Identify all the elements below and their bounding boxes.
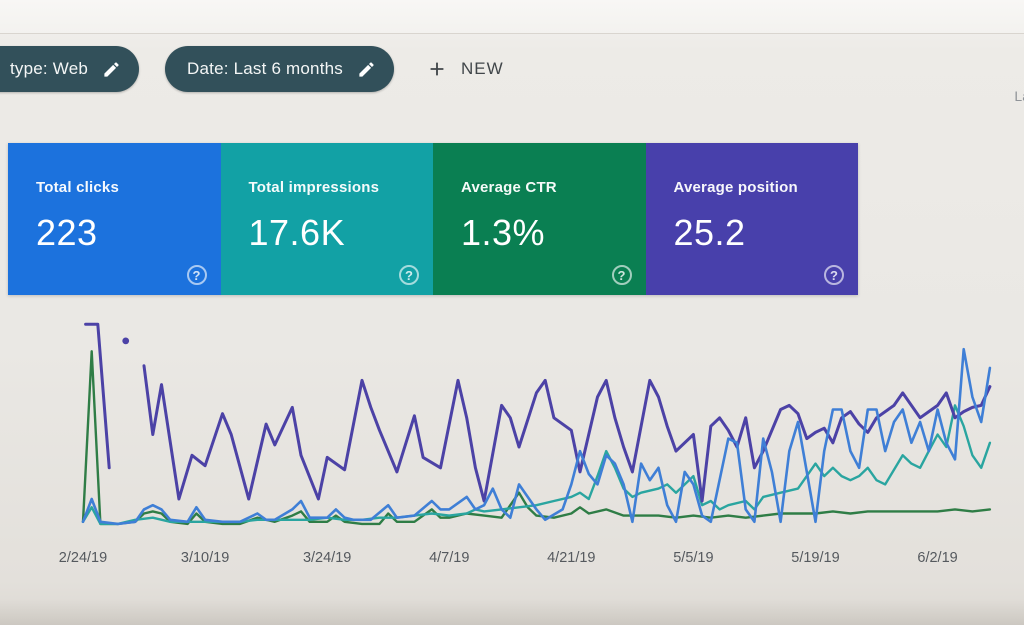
metric-label: Average CTR <box>461 179 557 196</box>
metric-value: 223 <box>36 212 98 253</box>
metric-card-total-impressions[interactable]: Total impressions 17.6K ? <box>220 143 433 295</box>
help-icon[interactable]: ? <box>399 265 419 285</box>
x-axis-tick-label: 4/7/19 <box>429 550 470 566</box>
edit-pencil-icon[interactable] <box>357 60 376 79</box>
x-axis-tick-label: 5/5/19 <box>673 550 714 566</box>
chart-plot-area[interactable] <box>55 306 1015 546</box>
new-filter-button[interactable]: NEW <box>426 58 504 80</box>
metric-value: 1.3% <box>461 212 546 253</box>
x-axis-tick-label: 4/21/19 <box>547 550 596 566</box>
metric-label: Average position <box>673 179 798 196</box>
filter-chip-search-type[interactable]: type: Web <box>0 46 140 92</box>
filter-chip-label: type: Web <box>10 59 89 78</box>
metric-card-average-ctr[interactable]: Average CTR 1.3% ? <box>433 143 646 295</box>
line-series-total-clicks[interactable] <box>81 347 992 526</box>
metric-summary-cards: Total clicks 223 ? Total impressions 17.… <box>8 143 858 295</box>
screen-top-strip <box>0 0 1024 34</box>
line-series-average-position[interactable] <box>142 364 992 503</box>
metric-value: 17.6K <box>248 212 346 253</box>
chart-x-axis: 2/24/19 3/10/19 3/24/19 4/7/19 4/21/19 5/5/19… <box>55 550 1015 572</box>
filter-chip-date-range[interactable]: Date: Last 6 months <box>165 46 394 92</box>
x-axis-tick-label: 3/24/19 <box>302 550 352 566</box>
x-axis-tick-label: 6/2/19 <box>917 550 958 566</box>
help-icon[interactable]: ? <box>186 265 207 285</box>
filter-bar: type: Web Date: Last 6 months NEW <box>0 46 1024 92</box>
x-axis-tick-label: 2/24/19 <box>58 550 108 566</box>
metric-label: Total clicks <box>36 179 119 196</box>
line-series-average-ctr[interactable] <box>81 350 992 526</box>
filter-chip-label: Date: Last 6 months <box>187 59 343 78</box>
data-point-average-position[interactable] <box>122 337 130 345</box>
metric-card-average-position[interactable]: Average position 25.2 ? <box>645 143 858 295</box>
help-icon[interactable]: ? <box>611 265 632 285</box>
edit-pencil-icon[interactable] <box>102 60 121 79</box>
x-axis-tick-label: 3/10/19 <box>180 550 230 566</box>
metric-card-total-clicks[interactable]: Total clicks 223 ? <box>8 143 221 295</box>
last-updated-partial-text: La <box>1014 88 1024 104</box>
plus-icon <box>426 58 448 80</box>
new-filter-label: NEW <box>460 59 504 78</box>
line-series-average-position[interactable] <box>84 322 111 470</box>
help-icon[interactable]: ? <box>824 265 844 285</box>
performance-line-chart[interactable] <box>55 306 1015 546</box>
photo-bottom-shade <box>0 599 1024 625</box>
metric-label: Total impressions <box>248 179 380 196</box>
metric-value: 25.2 <box>673 212 746 253</box>
x-axis-tick-label: 5/19/19 <box>791 550 840 566</box>
